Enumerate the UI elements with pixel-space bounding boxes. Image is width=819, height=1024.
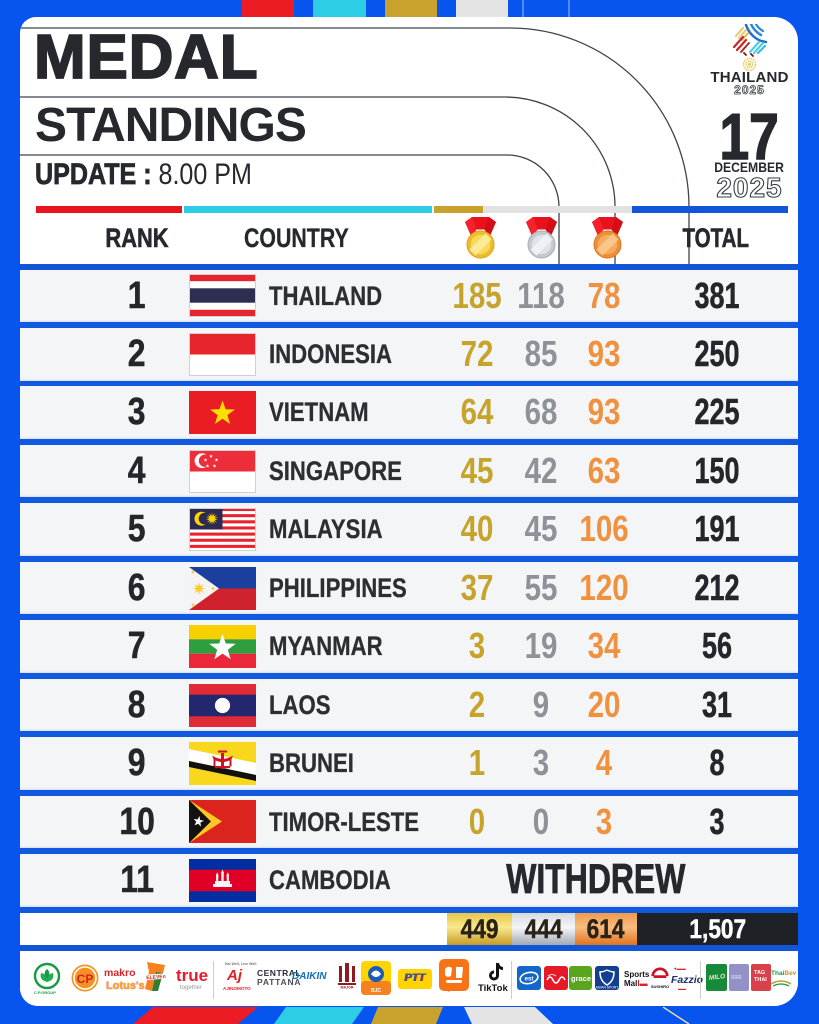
svg-text:CP: CP (77, 972, 94, 986)
svg-text:BJC: BJC (371, 988, 381, 994)
svg-text:ASIAN SPORT: ASIAN SPORT (596, 986, 619, 990)
svg-text:ELEVEn: ELEVEn (146, 974, 166, 981)
svg-text:SUSHIRO: SUSHIRO (651, 984, 669, 989)
svg-text:est: est (525, 977, 534, 983)
svg-text:MAJOR: MAJOR (341, 986, 354, 990)
